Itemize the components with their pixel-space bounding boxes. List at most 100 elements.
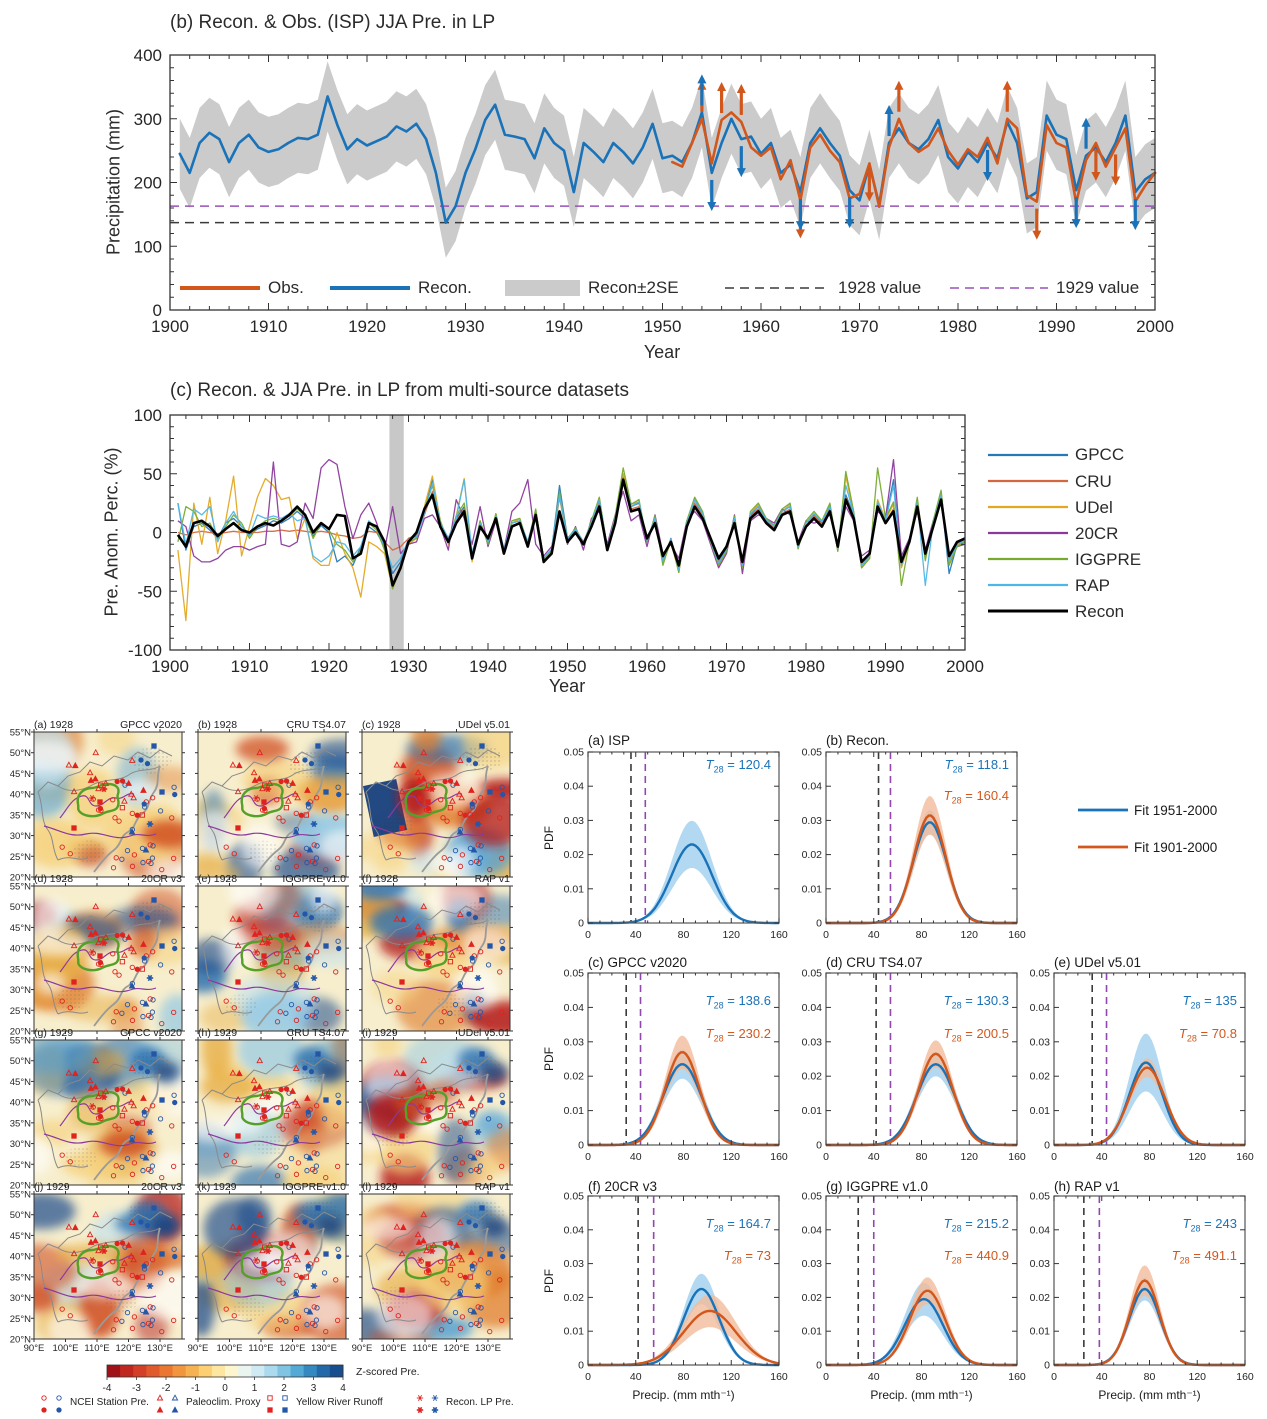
t28-label-f-orange: T28 = 73	[588, 1248, 771, 1266]
tick-label: 0	[578, 1140, 584, 1152]
tick-label: 100	[134, 237, 162, 256]
tick-label: 0.01	[1030, 1326, 1051, 1338]
pdf-ylabel-row2: PDF	[542, 1047, 556, 1071]
map-dataset: UDel v5.01	[458, 1027, 510, 1039]
legend-label-recon-c: Recon	[1075, 602, 1125, 621]
map-panel-6	[359, 883, 513, 1034]
tick-label: 80	[916, 1151, 928, 1163]
tick-label: 0.02	[802, 1292, 823, 1304]
pdf-panel-8: 0 40 80 120 160 0 0.01 0.02 0.03 0.04 0.05	[1030, 1191, 1254, 1384]
tick-label: 0.04	[564, 1002, 585, 1014]
tick-label: 25°N	[10, 1160, 31, 1171]
tick-label: 160	[1236, 1151, 1254, 1163]
pdf-panel-5: 0 40 80 120 160 0 0.01 0.02 0.03 0.04 0.05	[1030, 968, 1254, 1164]
fit-band-1901	[1054, 1265, 1245, 1365]
tick-label: 0.04	[564, 1224, 585, 1236]
tick-label: 80	[916, 1371, 928, 1383]
tick-label: 120°E	[116, 1343, 142, 1354]
tick-label: 30°N	[10, 1139, 31, 1150]
fit-line-1901	[826, 1052, 1017, 1147]
tick-label: 4	[340, 1383, 346, 1394]
extreme-arrow-head	[1111, 176, 1121, 186]
t28-value: 118.1	[977, 757, 1009, 772]
t-symbol: T	[1178, 1026, 1187, 1041]
map-dataset: IGGPRE v1.0	[282, 873, 346, 885]
t-symbol: T	[943, 1026, 952, 1041]
tick-label: 45°N	[10, 923, 31, 934]
map-dataset: GPCC v2020	[120, 1027, 182, 1039]
equals: =	[1189, 1248, 1205, 1263]
tick-label: 0	[585, 929, 591, 941]
tick-label: 0	[222, 1383, 228, 1394]
t28-label-h-orange: T28 = 491.1	[1054, 1248, 1237, 1266]
pdf-ylabel-row3: PDF	[542, 1269, 556, 1293]
panel-c-xlabel: Year	[548, 676, 586, 696]
fit-legend-swatches	[1078, 808, 1128, 849]
tick-label: 160	[1008, 929, 1026, 941]
fit-band-1951	[588, 820, 779, 923]
extreme-arrow-head	[983, 171, 993, 181]
recon-2se-band	[179, 61, 1156, 258]
tick-label: 0.02	[1030, 1292, 1051, 1304]
tick-label: 40	[1096, 1371, 1108, 1383]
tick-label: 0.01	[564, 1105, 585, 1117]
t-sub: 28	[731, 1255, 742, 1266]
legend-label-obs: Obs.	[268, 278, 304, 297]
pdf-ylabel-row1: PDF	[542, 826, 556, 850]
tick-label: 0.02	[802, 849, 823, 861]
tick-label: 120°E	[444, 1343, 470, 1354]
equals: =	[741, 1248, 757, 1263]
tick-label: 40	[868, 1371, 880, 1383]
pdf-title-f: (f) 20CR v3	[588, 1179, 658, 1194]
tick-label: 100°E	[381, 1343, 407, 1354]
tick-label: 40	[630, 929, 642, 941]
t28-label-b-orange: T28 = 160.4	[826, 788, 1009, 806]
t-symbol: T	[944, 757, 953, 772]
t-sub: 28	[1179, 1255, 1190, 1266]
tick-label: 20°N	[10, 1027, 31, 1038]
tick-label: -100	[128, 641, 162, 660]
map-title-l: (l) 1929 RAP v1	[362, 1181, 510, 1193]
tick-label: -4	[103, 1383, 112, 1394]
tick-label: 80	[678, 1371, 690, 1383]
t-symbol: T	[723, 1248, 732, 1263]
fit-band-1901	[588, 1294, 779, 1365]
tick-label: 120	[960, 1371, 978, 1383]
extreme-arrow-head	[894, 80, 904, 90]
tick-label: 0	[823, 929, 829, 941]
tick-label: 25°N	[10, 1314, 31, 1325]
legend-label-1929: 1929 value	[1056, 278, 1140, 297]
panel-c-chart: 1900 1910 1920 1930 1940 1950 1960 1970 1980 1990…	[128, 406, 1068, 676]
tick-label: 300	[134, 110, 162, 129]
tick-label: 40	[630, 1151, 642, 1163]
extreme-arrow-head	[1032, 230, 1042, 240]
extreme-arrow-head	[884, 104, 894, 114]
tick-label: 0.03	[1030, 1258, 1051, 1270]
tick-label: 0	[816, 1360, 822, 1372]
extreme-arrow-head	[736, 168, 746, 178]
extreme-arrow-head	[1130, 221, 1140, 231]
tick-label: 1930	[390, 657, 428, 676]
t28-value: 491.1	[1204, 1248, 1237, 1263]
tick-label: 0	[578, 1360, 584, 1372]
tick-label: 130°E	[311, 1343, 337, 1354]
marker-legend-ncei: NCEI Station Pre.	[70, 1397, 149, 1408]
t-symbol: T	[1171, 1248, 1180, 1263]
t28-value: 215.2	[976, 1216, 1009, 1231]
map-label: (a) 1928	[34, 719, 74, 731]
map-panel-5	[195, 883, 349, 1034]
map-label: (l) 1929	[362, 1181, 398, 1193]
tick-label: 25°N	[10, 852, 31, 863]
extreme-arrow-head	[1002, 80, 1012, 90]
tick-label: 30°N	[10, 1293, 31, 1304]
tick-label: 45°N	[10, 1231, 31, 1242]
tick-label: 120	[960, 929, 978, 941]
tick-label: 40	[630, 1371, 642, 1383]
tick-label: 55°N	[10, 882, 31, 893]
tick-label: 0	[578, 918, 584, 930]
tick-label: 0.04	[564, 781, 585, 793]
tick-label: 45°N	[10, 1077, 31, 1088]
tick-label: 45°N	[10, 769, 31, 780]
